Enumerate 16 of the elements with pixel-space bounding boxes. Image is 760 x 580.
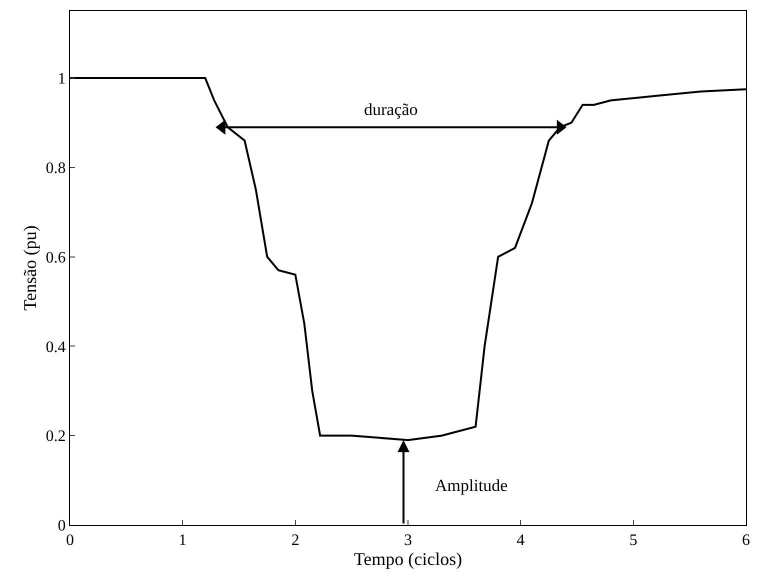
y-tick-label: 0.8 <box>46 160 66 178</box>
y-tick-label: 0.4 <box>46 338 66 356</box>
x-tick-label: 5 <box>629 532 638 550</box>
x-axis-title: Tempo (ciclos) <box>354 549 462 570</box>
y-tick-label: 0 <box>58 518 66 535</box>
x-tick-label: 6 <box>742 532 750 550</box>
y-tick-label: 0.6 <box>46 249 66 266</box>
x-tick-label: 3 <box>404 532 412 550</box>
x-tick-label: 2 <box>291 532 300 550</box>
x-tick-label: 1 <box>178 532 187 550</box>
annotation: duração <box>364 100 418 119</box>
y-axis-title: Tensão (pu) <box>20 225 40 311</box>
x-tick-label: 4 <box>516 532 525 550</box>
y-tick-label: 0.2 <box>46 428 66 446</box>
y-tick-label: 1 <box>58 70 66 88</box>
annotation: Amplitude <box>435 476 508 495</box>
